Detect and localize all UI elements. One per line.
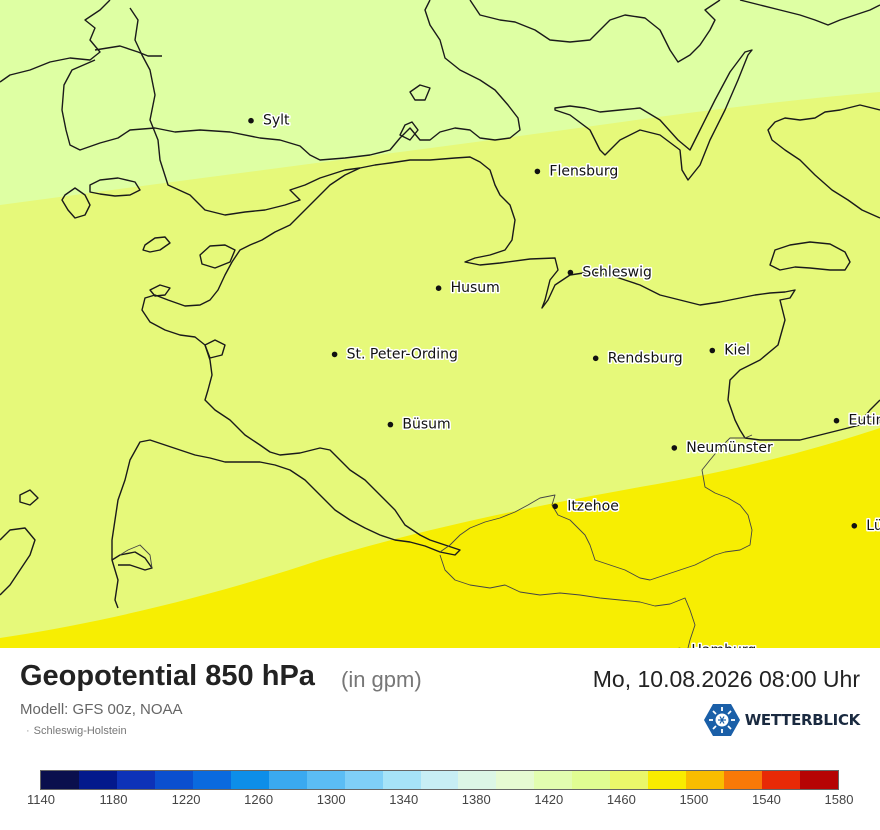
color-scale-tick-label: 1540: [751, 792, 781, 807]
color-scale-segment: [268, 771, 307, 789]
color-scale-segment: [154, 771, 193, 789]
city-marker[interactable]: Lübeck: [851, 516, 880, 535]
forecast-datetime: Mo, 10.08.2026 08:00 Uhr: [592, 666, 860, 692]
color-scale-segment: [496, 771, 535, 789]
color-scale-segment: [420, 771, 459, 789]
bullet-icon: ·: [26, 725, 30, 737]
color-scale-tick-label: 1420: [534, 792, 564, 807]
region-name: Schleswig-Holstein: [33, 725, 127, 737]
color-scale: [40, 770, 839, 790]
sun-snowflake-hexagon-icon: [703, 704, 740, 736]
color-scale-segment: [458, 771, 497, 789]
chart-title: Geopotential 850 hPa: [20, 660, 315, 692]
city-dot: [331, 351, 338, 358]
color-scale-tick-label: 1220: [171, 792, 201, 807]
city-dot: [567, 269, 574, 276]
city-label: Büsum: [402, 417, 450, 433]
color-scale-tick-label: 1260: [244, 792, 274, 807]
region-label: · Schleswig-Holstein: [26, 725, 127, 737]
city-label: Husum: [451, 280, 500, 296]
city-marker[interactable]: Flensburg: [534, 162, 620, 181]
color-scale-segment: [800, 771, 839, 789]
color-scale-tick-label: 1140: [27, 792, 55, 807]
wetterblick-logo[interactable]: WETTERBLICK: [703, 703, 861, 737]
city-label: Lübeck: [866, 518, 880, 534]
city-label: Itzehoe: [567, 498, 619, 514]
city-dot: [709, 347, 716, 354]
color-scale-tick-label: 1500: [679, 792, 709, 807]
city-marker[interactable]: Hamburg: [677, 641, 758, 649]
city-marker[interactable]: Büsum: [387, 415, 452, 434]
color-scale-tick-label: 1380: [461, 792, 491, 807]
city-marker[interactable]: Neumünster: [671, 438, 775, 457]
unit-label: (in gpm): [341, 667, 422, 692]
city-marker[interactable]: Kiel: [709, 341, 751, 360]
color-scale-segment: [534, 771, 573, 789]
city-marker[interactable]: St. Peter-Ording: [331, 345, 459, 364]
color-scale-segment: [686, 771, 725, 789]
city-dot: [435, 285, 442, 292]
color-scale-segment: [192, 771, 231, 789]
color-scale-segment: [230, 771, 269, 789]
color-scale-segment: [762, 771, 801, 789]
color-scale-tick-label: 1340: [389, 792, 419, 807]
city-dot: [671, 445, 678, 451]
color-scale-segment: [116, 771, 155, 789]
color-scale-tick-label: 1580: [824, 792, 854, 807]
city-marker[interactable]: Sylt: [248, 111, 292, 130]
logo-text: WETTERBLICK: [744, 711, 861, 729]
city-label: St. Peter-Ording: [347, 346, 458, 362]
color-scale-segment: [306, 771, 345, 789]
color-scale-segment: [572, 771, 611, 789]
city-label: Schleswig: [582, 265, 651, 281]
city-label: Sylt: [263, 113, 290, 129]
color-scale-segment: [610, 771, 649, 789]
city-label: Flensburg: [549, 163, 618, 179]
geopotential-band-south: [0, 428, 880, 648]
coastlines: [0, 0, 880, 609]
city-marker[interactable]: Itzehoe: [552, 497, 620, 516]
city-label: Rendsburg: [608, 350, 683, 366]
color-scale-tick-label: 1460: [606, 792, 636, 807]
city-dot: [851, 523, 858, 529]
city-marker[interactable]: Eutin: [833, 411, 880, 430]
city-marker[interactable]: Rendsburg: [592, 349, 684, 368]
city-dot: [552, 503, 558, 510]
color-scale-segment: [648, 771, 687, 789]
footer-panel: Geopotential 850 hPa (in gpm) Modell: GF…: [0, 648, 880, 830]
color-scale-tick-label: 1180: [99, 792, 128, 807]
city-marker[interactable]: Schleswig: [567, 263, 653, 282]
city-label: Kiel: [724, 343, 750, 359]
color-scale-segment: [382, 771, 421, 789]
model-info: Modell: GFS 00z, NOAA: [20, 701, 183, 718]
color-scale-segment: [344, 771, 383, 789]
city-marker[interactable]: Husum: [435, 279, 501, 298]
city-label: Eutin: [849, 413, 880, 429]
color-scale-segment: [724, 771, 763, 789]
city-dot: [833, 417, 840, 424]
map-view[interactable]: SyltFlensburgSchleswigHusumFehmarnSt. Pe…: [0, 0, 880, 648]
city-layer: SyltFlensburgSchleswigHusumFehmarnSt. Pe…: [248, 111, 880, 649]
city-label: Neumünster: [686, 440, 773, 456]
map-svg: SyltFlensburgSchleswigHusumFehmarnSt. Pe…: [0, 0, 880, 648]
color-scale-segment: [41, 771, 79, 789]
city-label: Hamburg: [691, 643, 756, 649]
city-dot: [534, 168, 541, 175]
color-scale-segment: [78, 771, 117, 789]
city-dot: [248, 117, 254, 124]
city-dot: [387, 421, 394, 428]
color-scale-ticks: 1140 1180 1220 1260 1300 1340 1380 1420 1460 1500…: [0, 792, 880, 812]
city-dot: [592, 355, 599, 362]
state-borders: [119, 434, 753, 648]
color-scale-tick-label: 1300: [316, 792, 346, 807]
